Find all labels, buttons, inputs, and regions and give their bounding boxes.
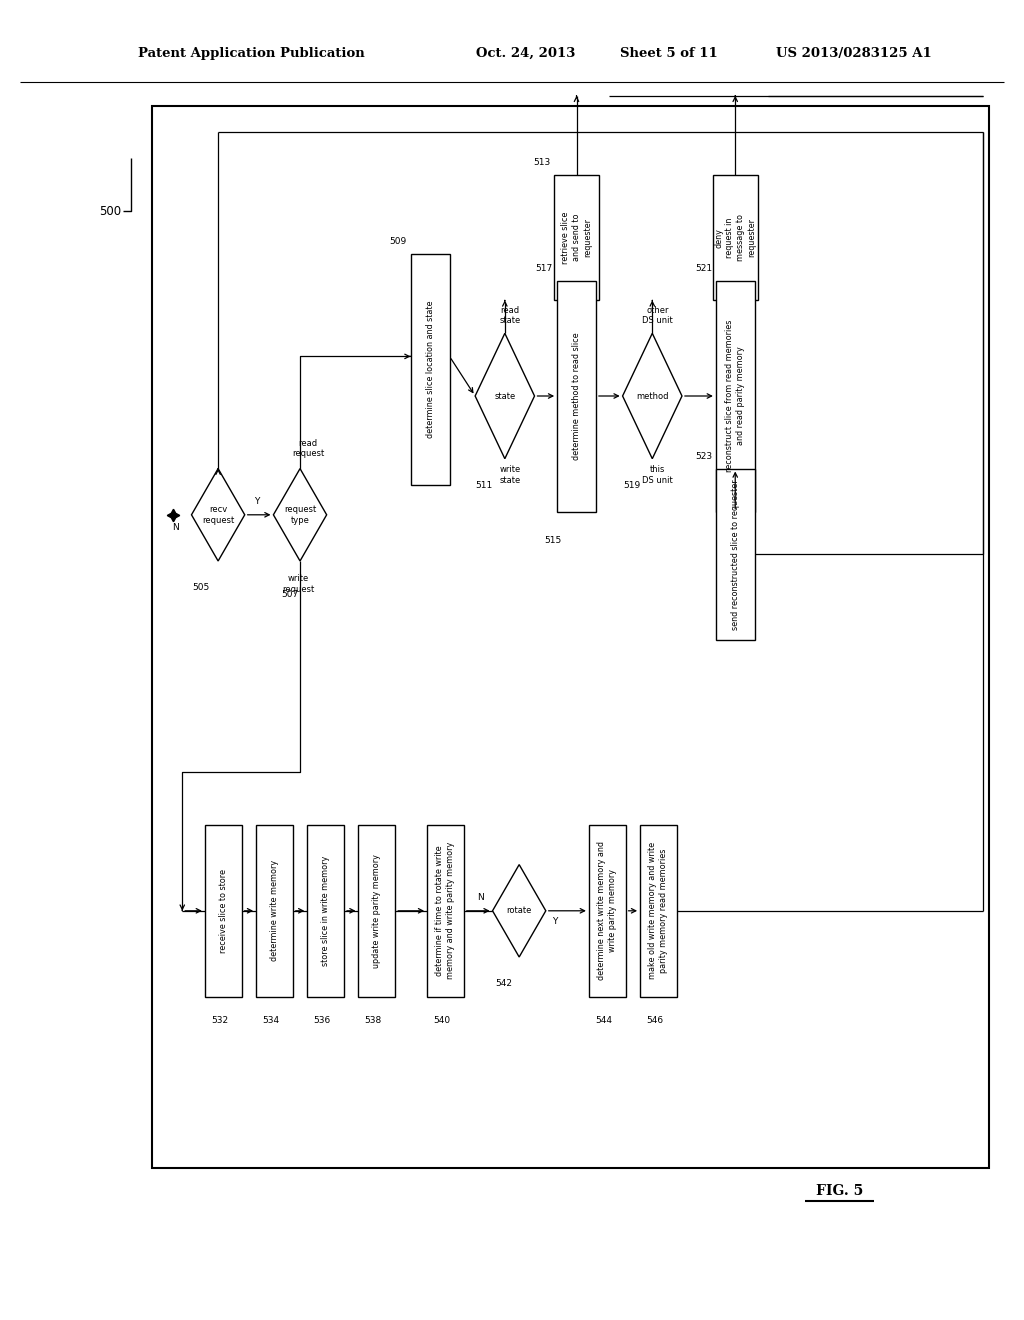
FancyBboxPatch shape [589,825,626,997]
Text: method: method [636,392,669,400]
Text: N: N [477,894,484,902]
Text: Oct. 24, 2013: Oct. 24, 2013 [476,46,575,59]
Text: 536: 536 [313,1016,331,1024]
Text: determine slice location and state: determine slice location and state [426,301,434,438]
Text: N: N [172,524,179,532]
Text: 532: 532 [211,1016,228,1024]
Text: deny
request in
message to
requester: deny request in message to requester [714,214,757,261]
Text: determine method to read slice: determine method to read slice [572,333,581,459]
FancyBboxPatch shape [307,825,344,997]
Text: Y: Y [552,917,557,925]
Polygon shape [191,469,245,561]
Text: US 2013/0283125 A1: US 2013/0283125 A1 [776,46,932,59]
FancyBboxPatch shape [152,106,989,1168]
Text: write
request: write request [282,574,314,594]
FancyBboxPatch shape [716,281,755,512]
FancyBboxPatch shape [411,255,450,486]
Text: 513: 513 [534,158,551,168]
FancyBboxPatch shape [427,825,464,997]
Text: read
request: read request [292,438,325,458]
Text: FIG. 5: FIG. 5 [816,1184,863,1197]
Text: retrieve slice
and send to
requester: retrieve slice and send to requester [561,211,592,264]
FancyBboxPatch shape [640,825,677,997]
Text: 542: 542 [496,979,512,987]
Text: 523: 523 [695,451,713,461]
FancyBboxPatch shape [205,825,242,997]
FancyBboxPatch shape [358,825,395,997]
Text: Y: Y [254,498,260,506]
Text: 515: 515 [545,536,561,545]
Polygon shape [623,334,682,459]
Text: Patent Application Publication: Patent Application Publication [138,46,365,59]
Text: reconstruct slice from read memories
and read parity memory: reconstruct slice from read memories and… [725,319,745,473]
Text: 505: 505 [193,583,210,591]
Text: 500: 500 [99,205,122,218]
Text: write
state: write state [500,466,520,484]
FancyBboxPatch shape [716,469,755,640]
Polygon shape [493,865,546,957]
Text: 509: 509 [389,238,407,246]
Text: 521: 521 [695,264,713,272]
FancyBboxPatch shape [557,281,596,512]
FancyBboxPatch shape [554,176,599,301]
Text: request
type: request type [284,506,316,524]
Text: recv
request: recv request [202,506,234,524]
Text: determine write memory: determine write memory [270,861,279,961]
Text: make old write memory and write
parity memory read memories: make old write memory and write parity m… [648,842,669,979]
Text: 517: 517 [536,264,553,272]
FancyBboxPatch shape [713,176,758,301]
Text: this
DS unit: this DS unit [642,466,673,484]
Polygon shape [475,334,535,459]
Text: 538: 538 [365,1016,382,1024]
Text: receive slice to store: receive slice to store [219,869,227,953]
FancyBboxPatch shape [256,825,293,997]
Text: 511: 511 [476,480,493,490]
Text: 544: 544 [595,1016,612,1024]
Text: Sheet 5 of 11: Sheet 5 of 11 [620,46,717,59]
Text: determine if time to rotate write
memory and write parity memory: determine if time to rotate write memory… [435,842,456,979]
Text: determine next write memory and
write parity memory: determine next write memory and write pa… [597,841,617,981]
Text: 534: 534 [262,1016,280,1024]
Text: send reconstructed slice to requester: send reconstructed slice to requester [731,479,739,630]
Text: update write parity memory: update write parity memory [373,854,381,968]
Text: other
DS unit: other DS unit [642,306,673,326]
Text: 540: 540 [433,1016,451,1024]
Text: store slice in write memory: store slice in write memory [322,855,330,966]
Text: 519: 519 [624,480,640,490]
Text: 546: 546 [646,1016,664,1024]
Polygon shape [273,469,327,561]
Text: rotate: rotate [507,907,531,915]
Text: state: state [495,392,515,400]
Text: 507: 507 [282,590,298,598]
Text: read
state: read state [500,306,520,326]
